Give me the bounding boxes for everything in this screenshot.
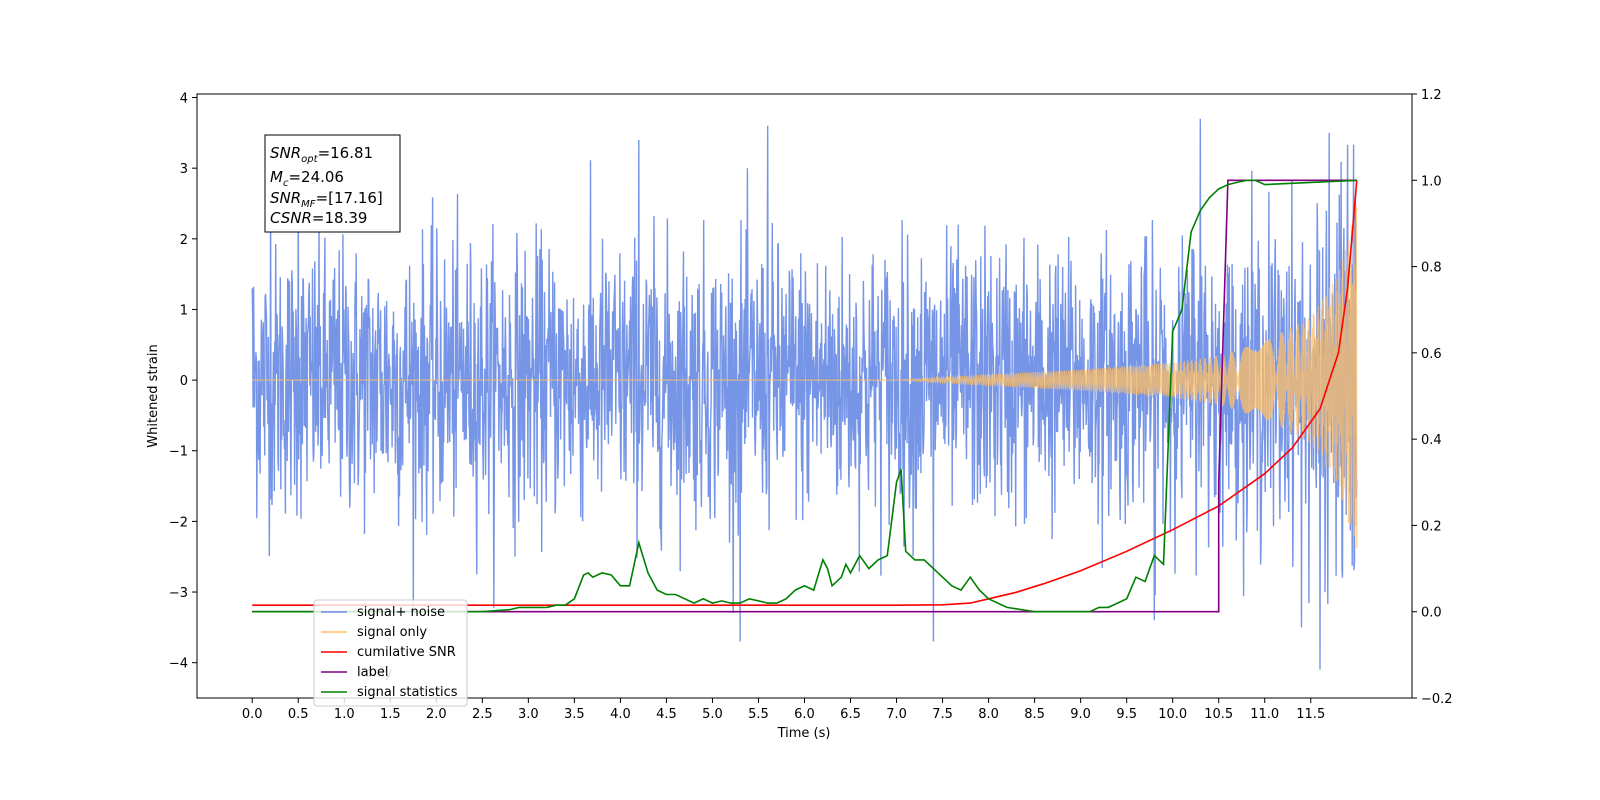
- snr-annotation-box: SNRopt=16.81 Mc=24.06 SNRMF=[17.16] CSNR…: [264, 134, 401, 233]
- y-tick-label: −3: [169, 586, 188, 601]
- legend: l only signal+ noise signal only cumilativ…: [313, 599, 468, 707]
- x-tick-label: 11.0: [1250, 707, 1279, 722]
- y-tick-label: 1: [180, 303, 188, 318]
- x-tick-label: 7.5: [932, 707, 953, 722]
- snr-opt-text: SNRopt=16.81: [270, 144, 373, 165]
- x-tick-label: 8.5: [1024, 707, 1045, 722]
- y-tick-label: −2: [169, 515, 188, 530]
- legend-label: signal statistics: [357, 685, 458, 700]
- x-tick-label: 3.0: [518, 707, 539, 722]
- y-tick-label: 0: [180, 374, 188, 389]
- x-tick-label: 4.5: [656, 707, 677, 722]
- y2-tick-label: 0.0: [1421, 606, 1442, 621]
- x-tick-label: 2.0: [426, 707, 447, 722]
- series-signal-only-line: [252, 206, 1358, 549]
- chirp-mass-text: Mc=24.06: [270, 168, 344, 189]
- x-tick-label: 6.0: [794, 707, 815, 722]
- csnr-text: CSNR=18.39: [270, 209, 367, 227]
- legend-faded-text: l only: [357, 666, 393, 681]
- series-signal-statistics-line: [252, 179, 1357, 613]
- y2-tick-label: 0.2: [1421, 519, 1442, 534]
- y2-tick-label: 0.8: [1421, 261, 1442, 276]
- snr-mf-text: SNRMF=[17.16]: [270, 189, 383, 210]
- y2-tick-label: 0.4: [1421, 433, 1442, 448]
- y-tick-label: 4: [180, 92, 188, 107]
- y2-tick-label: −0.2: [1421, 692, 1453, 707]
- x-tick-label: 5.0: [702, 707, 723, 722]
- x-tick-label: 2.5: [472, 707, 493, 722]
- y-tick-label: −4: [169, 657, 188, 672]
- x-tick-label: 5.5: [748, 707, 769, 722]
- y2-tick-label: 1.2: [1421, 88, 1442, 103]
- x-tick-label: 1.5: [380, 707, 401, 722]
- series-signal-noise-line: [251, 118, 1358, 670]
- x-tick-label: 10.0: [1158, 707, 1187, 722]
- y-tick-label: −1: [169, 445, 188, 460]
- x-tick-label: 4.0: [610, 707, 631, 722]
- x-tick-label: 6.5: [840, 707, 861, 722]
- y-tick-label: 2: [180, 233, 188, 248]
- x-axis-label: Time (s): [777, 726, 831, 741]
- series-cumulative-snr-line: [252, 180, 1358, 606]
- x-tick-label: 0.5: [288, 707, 309, 722]
- x-tick-label: 7.0: [886, 707, 907, 722]
- y2-tick-label: 0.6: [1421, 347, 1442, 362]
- x-tick-label: 8.0: [978, 707, 999, 722]
- legend-label: signal+ noise: [357, 605, 445, 620]
- plot-area: [251, 118, 1358, 670]
- x-tick-label: 3.5: [564, 707, 585, 722]
- x-tick-label: 0.0: [242, 707, 263, 722]
- axes: 0.0 0.5 1.0 1.5 2.0 2.5 3.0 3.5 4.0 4.5 5.0 5.5 6.0 6…: [169, 88, 1453, 722]
- y2-tick-label: 1.0: [1421, 174, 1442, 189]
- x-tick-label: 10.5: [1204, 707, 1233, 722]
- y-tick-label: 3: [180, 162, 188, 177]
- legend-label: label: [357, 665, 388, 680]
- legend-label: signal only: [357, 625, 427, 640]
- legend-label: cumilative SNR: [357, 645, 456, 660]
- x-tick-label: 9.5: [1116, 707, 1137, 722]
- y-axis-label: Whitened strain: [146, 344, 161, 447]
- legend-box: [313, 599, 468, 707]
- x-tick-label: 9.0: [1070, 707, 1091, 722]
- x-tick-label: 11.5: [1296, 707, 1325, 722]
- x-tick-label: 1.0: [334, 707, 355, 722]
- series-label-line: [252, 179, 1357, 613]
